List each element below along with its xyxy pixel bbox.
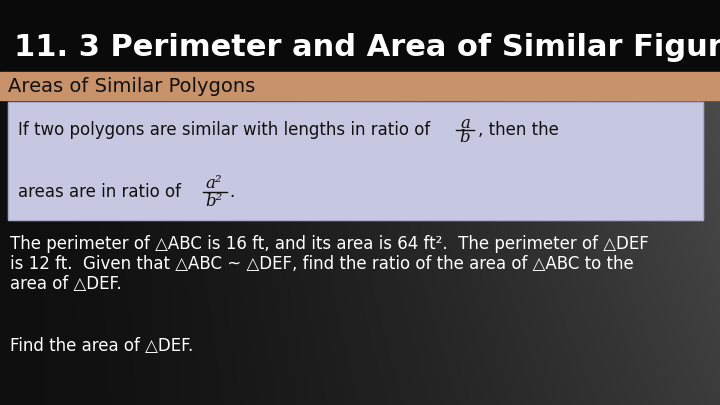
Text: The perimeter of △ABC is 16 ft, and its area is 64 ft².  The perimeter of △DEF: The perimeter of △ABC is 16 ft, and its … (10, 235, 649, 253)
Text: 11. 3 Perimeter and Area of Similar Figures: 11. 3 Perimeter and Area of Similar Figu… (14, 32, 720, 62)
Bar (0, 72, 720, 100)
Text: , then the: , then the (478, 121, 559, 139)
Text: .: . (229, 183, 234, 201)
Text: If two polygons are similar with lengths in ratio of: If two polygons are similar with lengths… (18, 121, 431, 139)
Text: a²: a² (206, 175, 222, 192)
Text: Find the area of △DEF.: Find the area of △DEF. (10, 337, 193, 355)
Bar (0, 0, 720, 75)
Text: area of △DEF.: area of △DEF. (10, 275, 122, 293)
Text: b²: b² (205, 192, 222, 209)
Text: b: b (459, 130, 470, 147)
Bar (8, 102, 703, 220)
Text: a: a (460, 115, 470, 132)
Bar (8, 102, 703, 220)
Text: areas are in ratio of: areas are in ratio of (18, 183, 181, 201)
Text: Areas of Similar Polygons: Areas of Similar Polygons (8, 77, 256, 96)
Text: is 12 ft.  Given that △ABC ~ △DEF, find the ratio of the area of △ABC to the: is 12 ft. Given that △ABC ~ △DEF, find t… (10, 255, 634, 273)
